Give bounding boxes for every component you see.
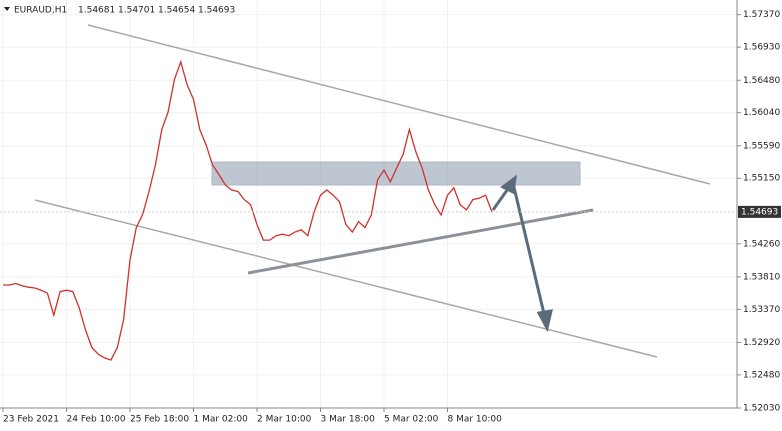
x-tick-label: 2 Mar 10:00: [257, 415, 312, 425]
channel-upper: [87, 24, 711, 185]
y-tick-label: 1.54260: [743, 239, 780, 249]
price-line: [3, 59, 493, 361]
arrow-head: [536, 309, 553, 333]
x-tick-label: 8 Mar 10:00: [448, 415, 503, 425]
y-tick-label: 1.55150: [743, 174, 780, 184]
y-tick-label: 1.52030: [743, 404, 780, 414]
ohlc-close: 1.54693: [198, 6, 235, 16]
resistance-zone: [211, 161, 581, 186]
x-tick-label: 5 Mar 02:00: [384, 415, 439, 425]
y-tick-label: 1.56040: [743, 108, 780, 118]
x-tick-label: 23 Feb 2021: [3, 415, 59, 425]
menu-triangle[interactable]: [4, 7, 10, 11]
y-tick-label: 1.52920: [743, 338, 780, 348]
ohlc-high: 1.54701: [118, 6, 155, 16]
plot: [3, 59, 493, 361]
last-price-box: [738, 205, 781, 218]
y-tick-label: 1.56480: [743, 76, 780, 86]
y-tick-label: 1.53370: [743, 305, 780, 315]
arrow-down: [511, 182, 547, 319]
support-line: [247, 208, 594, 275]
ohlc-low: 1.54654: [158, 6, 195, 16]
ohlc-open: 1.54681: [78, 6, 115, 16]
channel-lower: [34, 199, 658, 358]
x-tick-label: 25 Feb 18:00: [130, 415, 189, 425]
forecast-arrows: [491, 174, 553, 333]
x-tick-label: 3 Mar 18:00: [321, 415, 376, 425]
y-tick-label: 1.57370: [743, 10, 780, 20]
y-tick-label: 1.56930: [743, 43, 780, 53]
y-tick-label: 1.55590: [743, 141, 780, 151]
symbol: EURAUD,H1: [14, 6, 67, 16]
last-price-label: 1.54693: [741, 207, 778, 217]
x-tick-label: 1 Mar 02:00: [194, 415, 249, 425]
x-tick-label: 24 Feb 10:00: [67, 415, 126, 425]
y-tick-label: 1.52480: [743, 370, 780, 380]
y-tick-label: 1.53810: [743, 272, 780, 282]
